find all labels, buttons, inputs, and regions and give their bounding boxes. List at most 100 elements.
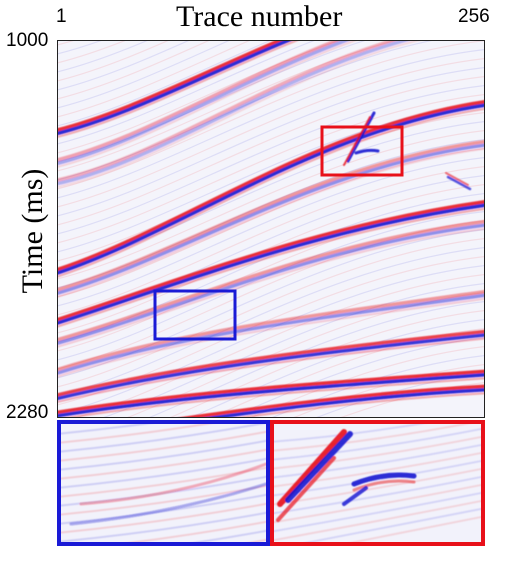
background-stripe [58,247,484,397]
background-stripe [58,76,484,226]
inset-event [342,486,368,506]
reflector-blue [58,41,350,165]
reflector-blue [58,223,484,345]
inset-fault [276,456,336,522]
y-axis-top-tick: 1000 [6,30,49,51]
inset-event [352,479,416,492]
reflector-red [58,329,484,397]
inset-stripe [274,483,481,524]
reflector-red [58,41,341,162]
seismic-section-plot [57,40,485,418]
background-stripe [58,166,484,316]
background-stripe [58,130,484,280]
red-highlight-box [320,125,404,177]
y-axis-bottom-tick: 2280 [6,402,49,423]
background-stripe [58,41,315,145]
inset-fault [277,429,347,507]
fault-event [346,111,376,163]
background-stripe [58,211,484,361]
reflector-blue [58,373,484,417]
inset-stripe [61,448,266,480]
blue-inset-image [61,424,266,542]
inset-stripe [61,424,266,453]
reflector-red [58,41,397,182]
background-stripe [58,49,484,199]
reflector-blue [58,103,484,275]
inset-stripe [305,507,481,542]
background-stripe [58,41,169,82]
background-stripe [58,41,148,73]
background-stripe [58,41,339,154]
background-stripe [58,41,250,118]
background-stripe [58,265,484,415]
red-zoom-inset [270,420,485,546]
background-stripe [58,157,484,307]
inset-stripe [274,475,481,515]
fault-event [354,148,380,155]
inset-stripe [61,424,213,444]
reflector-red-side [58,337,484,403]
background-stripe [58,41,230,109]
reflector-red [58,369,484,414]
background-stripe [316,373,484,417]
background-stripe [58,67,484,217]
inset-stripe [192,529,266,542]
inset-stripe [274,424,471,452]
fault-event [446,175,472,191]
background-stripe [58,41,190,91]
inset-stripe [61,424,152,435]
inset-stripe [274,499,481,542]
inset-stripe [61,511,266,542]
background-stripe [58,238,484,388]
inset-stripe [274,443,481,479]
reflector-red-side [58,147,484,298]
inset-stripe [248,538,266,542]
background-stripe [58,94,484,244]
fault-event [445,172,469,186]
inset-fault [285,431,353,503]
y-axis-title: Time (ms) [16,168,49,294]
reflector-red-side [236,392,484,417]
inset-stripe [274,435,481,470]
reflector-blue [58,41,292,135]
background-stripe [170,310,484,417]
inset-stripe [349,515,481,542]
reflector-red-side [58,297,484,378]
inset-event [79,462,266,506]
background-stripe [58,41,396,172]
background-stripe [58,41,271,127]
background-stripe [103,283,484,417]
seismic-section-image [58,41,484,417]
reflector-red-side [58,207,484,328]
reflector-red-side [58,41,357,168]
reflector-red [58,200,484,322]
reflector-red [58,140,484,292]
reflector-red-side [65,377,484,417]
background-stripe [58,41,210,100]
reflector-red-side [58,107,484,278]
reflector-blue [58,41,410,186]
reflector-red [58,41,283,132]
reflector-blue [58,143,484,295]
background-stripe [58,58,484,208]
reflector-red-side [58,41,420,188]
reflector-blue [58,333,484,401]
inset-stripe [61,457,266,489]
background-stripe [58,41,126,64]
reflector-red-side [58,227,484,348]
background-stripe [149,301,484,417]
inset-event [351,472,417,487]
x-axis-title: Trace number [176,0,343,33]
x-axis-first-tick: 1 [56,6,67,27]
background-stripe [272,355,484,417]
reflector-blue [58,203,484,325]
reflector-red [180,384,484,417]
background-stripe [58,41,484,190]
inset-stripe [128,520,266,542]
blue-zoom-inset [57,420,270,546]
background-stripe [58,85,484,235]
inset-stripe [61,439,266,471]
inset-stripe [61,430,266,462]
inset-stripe [274,427,481,461]
inset-event [69,482,266,526]
